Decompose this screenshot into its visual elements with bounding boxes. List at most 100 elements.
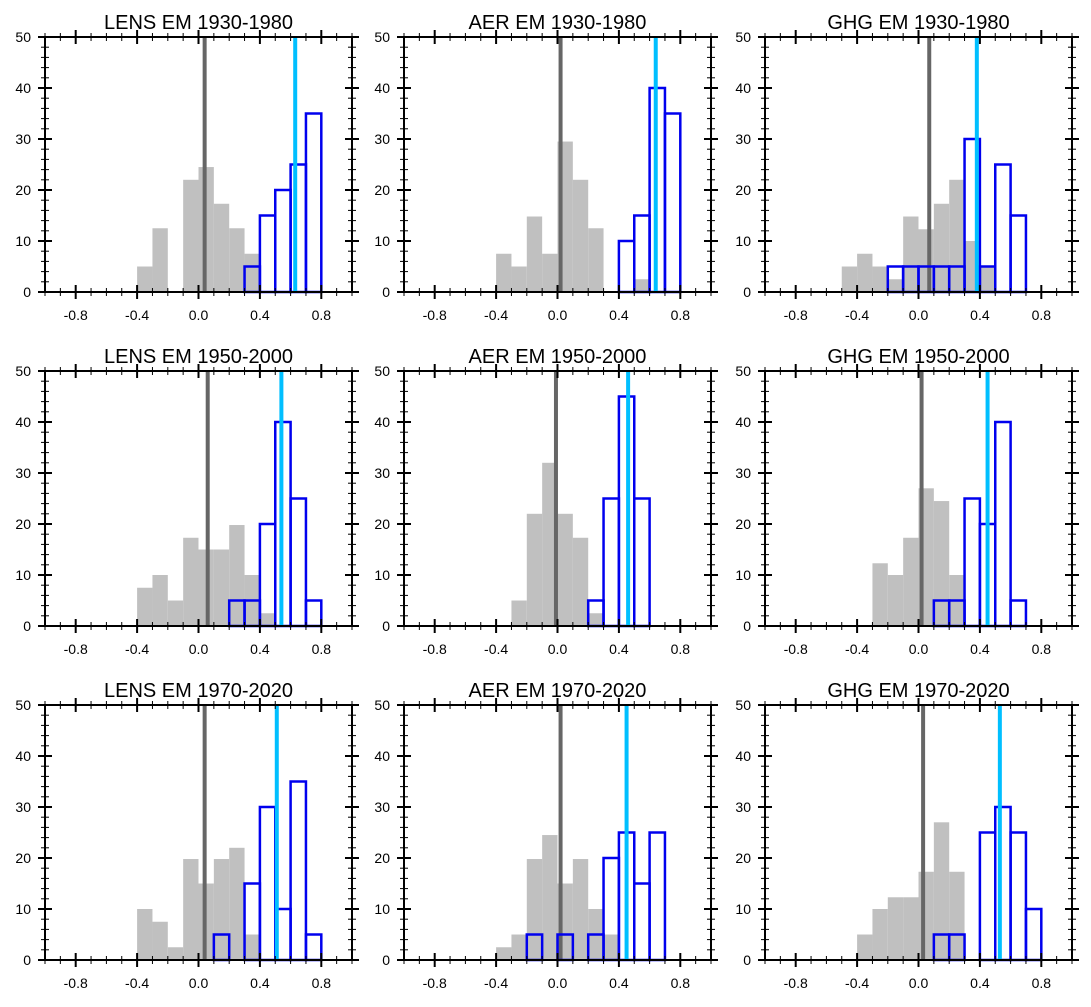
ensemble-bar (152, 228, 168, 292)
ensemble-bar (588, 613, 604, 626)
x-tick-label: -0.8 (64, 975, 88, 991)
ensemble-bar (229, 525, 245, 626)
y-tick-label: 10 (15, 233, 31, 249)
y-tick-label: 50 (15, 29, 31, 45)
y-tick-label: 30 (15, 131, 31, 147)
x-tick-label: 0.4 (609, 307, 629, 323)
target-bar (289, 780, 308, 962)
y-tick-label: 0 (743, 284, 751, 300)
ensemble-bar (152, 921, 168, 960)
x-tick-label: -0.8 (64, 641, 88, 657)
x-tick-label: 0.8 (312, 307, 332, 323)
y-tick-label: 0 (743, 618, 751, 634)
x-tick-label: -0.4 (845, 307, 869, 323)
target-bar (304, 599, 323, 628)
y-tick-label: 20 (15, 516, 31, 532)
ensemble-bar (603, 934, 619, 960)
histogram-panel: GHG EM 1950-2000 -0.8 -0.4 0.0 0.4 0.8 0 10 20 30… (735, 346, 1079, 657)
target-bar (633, 497, 651, 628)
target-bar (602, 497, 621, 628)
ensemble-bar (933, 203, 950, 292)
panel-title: GHG EM 1930-1980 (827, 12, 1009, 34)
panel-title: AER EM 1950-2000 (469, 346, 647, 368)
ensemble-bar (887, 575, 904, 626)
ensemble-bar (872, 909, 888, 960)
ensemble-bar (542, 835, 558, 960)
x-tick-label: -0.4 (484, 641, 508, 657)
y-tick-label: 40 (735, 748, 751, 764)
histogram-panel: LENS EM 1950-2000 -0.8 -0.4 0.0 0.4 0.8 0 10 20 3… (15, 346, 359, 657)
x-tick-label: -0.8 (784, 307, 808, 323)
y-tick-label: 40 (374, 80, 390, 96)
y-tick-label: 30 (15, 465, 31, 481)
x-tick-label: -0.8 (423, 641, 447, 657)
ensemble-bar (918, 229, 934, 292)
y-tick-label: 10 (735, 233, 751, 249)
y-tick-label: 20 (735, 516, 751, 532)
y-tick-label: 20 (374, 516, 390, 532)
y-tick-label: 50 (374, 697, 390, 713)
ensemble-bar (557, 513, 573, 626)
ensemble-bar (137, 266, 153, 292)
x-tick-label: 0.4 (970, 641, 990, 657)
y-tick-label: 20 (15, 182, 31, 198)
ensemble-bar (572, 179, 589, 292)
y-tick-label: 10 (15, 567, 31, 583)
target-bar (994, 163, 1012, 294)
x-tick-label: -0.4 (125, 307, 149, 323)
target-bar (1009, 831, 1028, 962)
ensemble-bar (949, 871, 965, 960)
ensemble-bar (572, 537, 589, 626)
ensemble-bar (213, 203, 230, 292)
target-bar (1024, 907, 1043, 962)
histogram-panel: AER EM 1930-1980 -0.8 -0.4 0.0 0.4 0.8 0 10 20 30… (374, 12, 718, 323)
histogram-panel: LENS EM 1970-2020 -0.8 -0.4 0.0 0.4 0.8 0 10 20 3… (15, 680, 359, 991)
x-tick-label: 0.8 (671, 641, 691, 657)
histogram-panel: AER EM 1970-2020 -0.8 -0.4 0.0 0.4 0.8 0 10 20 30… (374, 680, 718, 991)
ensemble-bar (572, 859, 589, 960)
x-tick-label: -0.4 (125, 641, 149, 657)
x-tick-label: 0.8 (1032, 307, 1052, 323)
target-bar (304, 933, 323, 962)
y-tick-label: 30 (374, 799, 390, 815)
ensemble-bar (152, 575, 168, 626)
y-tick-label: 50 (735, 363, 751, 379)
y-tick-label: 0 (382, 284, 390, 300)
ensemble-bar (137, 587, 153, 626)
ensemble-bar (213, 859, 230, 960)
target-bar (289, 163, 308, 294)
y-tick-label: 30 (735, 799, 751, 815)
ensemble-bar (526, 216, 543, 292)
ensemble-bar (872, 266, 888, 292)
x-tick-label: 0.8 (1032, 975, 1052, 991)
panel-title: GHG EM 1970-2020 (827, 680, 1009, 702)
y-tick-label: 10 (374, 567, 390, 583)
y-tick-label: 30 (735, 465, 751, 481)
ensemble-bar (244, 253, 260, 292)
ensemble-bar (933, 501, 950, 626)
panel-title: AER EM 1970-2020 (469, 680, 647, 702)
target-bar (258, 214, 277, 294)
x-tick-label: -0.4 (845, 641, 869, 657)
x-tick-label: -0.4 (484, 307, 508, 323)
x-tick-label: -0.4 (845, 975, 869, 991)
x-tick-label: 0.8 (312, 641, 332, 657)
y-tick-label: 20 (735, 850, 751, 866)
x-tick-label: 0.0 (548, 975, 568, 991)
y-tick-label: 50 (735, 29, 751, 45)
ensemble-bar (857, 253, 873, 292)
x-tick-label: 0.0 (909, 975, 929, 991)
target-bar (994, 420, 1012, 628)
ensemble-bar (841, 266, 858, 292)
x-tick-label: -0.8 (423, 307, 447, 323)
y-tick-label: 10 (374, 233, 390, 249)
target-bar (258, 805, 277, 962)
target-bar (258, 522, 277, 628)
ensemble-bar (496, 947, 512, 960)
ensemble-bar (887, 279, 904, 292)
target-bar (1009, 599, 1028, 628)
y-tick-label: 40 (15, 414, 31, 430)
x-tick-label: 0.8 (1032, 641, 1052, 657)
x-tick-label: 0.4 (970, 975, 990, 991)
